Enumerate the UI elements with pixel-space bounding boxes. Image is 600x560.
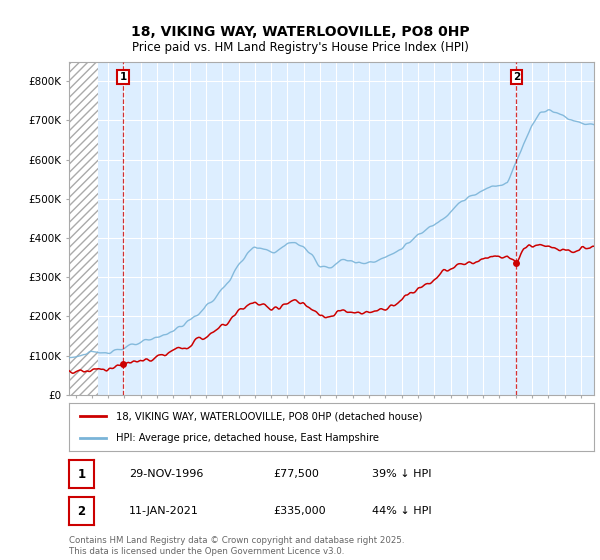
Text: 11-JAN-2021: 11-JAN-2021 xyxy=(129,506,199,516)
Text: 29-NOV-1996: 29-NOV-1996 xyxy=(129,469,203,479)
Text: 2: 2 xyxy=(77,505,86,518)
Text: £77,500: £77,500 xyxy=(273,469,319,479)
Text: 44% ↓ HPI: 44% ↓ HPI xyxy=(372,506,431,516)
Text: 18, VIKING WAY, WATERLOOVILLE, PO8 0HP (detached house): 18, VIKING WAY, WATERLOOVILLE, PO8 0HP (… xyxy=(116,411,422,421)
Text: Contains HM Land Registry data © Crown copyright and database right 2025.
This d: Contains HM Land Registry data © Crown c… xyxy=(69,536,404,556)
Text: 39% ↓ HPI: 39% ↓ HPI xyxy=(372,469,431,479)
Text: 1: 1 xyxy=(119,72,127,82)
Text: 1: 1 xyxy=(77,468,86,481)
Text: Price paid vs. HM Land Registry's House Price Index (HPI): Price paid vs. HM Land Registry's House … xyxy=(131,40,469,54)
Text: 2: 2 xyxy=(513,72,520,82)
Text: HPI: Average price, detached house, East Hampshire: HPI: Average price, detached house, East… xyxy=(116,433,379,443)
Text: £335,000: £335,000 xyxy=(273,506,326,516)
Text: 18, VIKING WAY, WATERLOOVILLE, PO8 0HP: 18, VIKING WAY, WATERLOOVILLE, PO8 0HP xyxy=(131,26,469,39)
